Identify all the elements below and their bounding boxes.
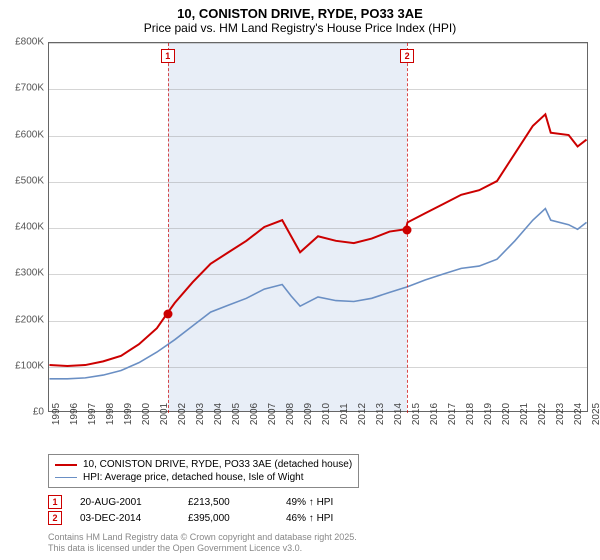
legend-label: 10, CONISTON DRIVE, RYDE, PO33 3AE (deta… xyxy=(83,459,352,470)
sale-marker-1: 1 xyxy=(48,495,62,509)
x-tick-label: 2018 xyxy=(465,403,476,425)
y-tick-label: £700K xyxy=(4,83,44,94)
sale-price: £213,500 xyxy=(188,497,268,508)
sale-date: 20-AUG-2001 xyxy=(80,497,170,508)
x-tick-label: 2015 xyxy=(411,403,422,425)
x-tick-label: 2011 xyxy=(339,403,350,425)
x-tick-label: 2016 xyxy=(429,403,440,425)
series-line xyxy=(49,209,586,379)
legend-swatch xyxy=(55,477,77,478)
chart-lines xyxy=(49,43,587,411)
x-tick-label: 2007 xyxy=(267,403,278,425)
y-tick-label: £400K xyxy=(4,222,44,233)
y-tick-label: £500K xyxy=(4,175,44,186)
sale-delta: 49% ↑ HPI xyxy=(286,497,366,508)
chart-plot-area: 12 xyxy=(48,42,588,412)
x-tick-label: 1996 xyxy=(69,403,80,425)
x-tick-label: 2019 xyxy=(483,403,494,425)
sales-table: 1 20-AUG-2001 £213,500 49% ↑ HPI 2 03-DE… xyxy=(48,494,366,526)
x-tick-label: 2003 xyxy=(195,403,206,425)
marker-label: 2 xyxy=(400,49,414,63)
x-tick-label: 1997 xyxy=(87,403,98,425)
x-tick-label: 2004 xyxy=(213,403,224,425)
marker-dot xyxy=(163,310,172,319)
x-tick-label: 2020 xyxy=(501,403,512,425)
x-tick-label: 2017 xyxy=(447,403,458,425)
x-tick-label: 2006 xyxy=(249,403,260,425)
attribution-line: Contains HM Land Registry data © Crown c… xyxy=(48,532,357,543)
y-tick-label: £100K xyxy=(4,360,44,371)
x-tick-label: 2022 xyxy=(537,403,548,425)
x-tick-label: 2012 xyxy=(357,403,368,425)
sale-marker-2: 2 xyxy=(48,511,62,525)
marker-vline xyxy=(168,43,169,413)
x-tick-label: 2021 xyxy=(519,403,530,425)
x-tick-label: 2001 xyxy=(159,403,170,425)
legend-item: 10, CONISTON DRIVE, RYDE, PO33 3AE (deta… xyxy=(55,458,352,471)
attribution-line: This data is licensed under the Open Gov… xyxy=(48,543,357,554)
series-line xyxy=(49,114,586,366)
x-tick-label: 2000 xyxy=(141,403,152,425)
x-tick-label: 2024 xyxy=(573,403,584,425)
x-tick-label: 2008 xyxy=(285,403,296,425)
x-tick-label: 2013 xyxy=(375,403,386,425)
y-tick-label: £800K xyxy=(4,37,44,48)
chart-subtitle: Price paid vs. HM Land Registry's House … xyxy=(0,21,600,35)
legend-item: HPI: Average price, detached house, Isle… xyxy=(55,471,352,484)
x-tick-label: 1998 xyxy=(105,403,116,425)
x-tick-label: 1999 xyxy=(123,403,134,425)
x-tick-label: 2009 xyxy=(303,403,314,425)
x-tick-label: 1995 xyxy=(51,403,62,425)
sale-date: 03-DEC-2014 xyxy=(80,513,170,524)
x-tick-label: 2023 xyxy=(555,403,566,425)
y-tick-label: £200K xyxy=(4,314,44,325)
sale-price: £395,000 xyxy=(188,513,268,524)
legend: 10, CONISTON DRIVE, RYDE, PO33 3AE (deta… xyxy=(48,454,359,488)
sale-delta: 46% ↑ HPI xyxy=(286,513,366,524)
legend-label: HPI: Average price, detached house, Isle… xyxy=(83,472,304,483)
x-tick-label: 2014 xyxy=(393,403,404,425)
y-tick-label: £300K xyxy=(4,268,44,279)
marker-label: 1 xyxy=(161,49,175,63)
x-tick-label: 2005 xyxy=(231,403,242,425)
x-tick-label: 2002 xyxy=(177,403,188,425)
x-tick-label: 2010 xyxy=(321,403,332,425)
attribution: Contains HM Land Registry data © Crown c… xyxy=(48,532,357,554)
marker-dot xyxy=(403,226,412,235)
y-tick-label: £0 xyxy=(4,407,44,418)
y-tick-label: £600K xyxy=(4,129,44,140)
chart-title: 10, CONISTON DRIVE, RYDE, PO33 3AE xyxy=(0,6,600,21)
legend-swatch xyxy=(55,464,77,466)
x-tick-label: 2025 xyxy=(591,403,600,425)
